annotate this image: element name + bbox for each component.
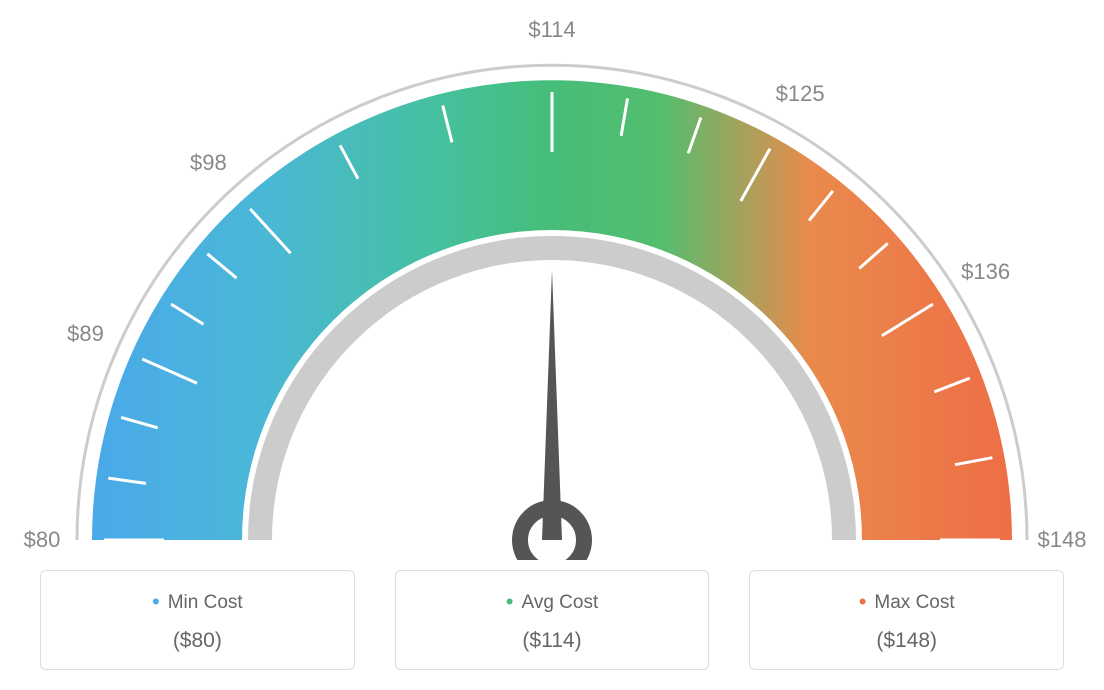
legend-card-max: Max Cost ($148): [749, 570, 1064, 670]
legend-row: Min Cost ($80) Avg Cost ($114) Max Cost …: [0, 570, 1104, 670]
legend-max-value: ($148): [760, 629, 1053, 653]
gauge-tick-label: $136: [961, 259, 1010, 285]
gauge-tick-label: $125: [776, 81, 825, 107]
gauge-svg: [0, 0, 1104, 560]
gauge-tick-label: $80: [24, 527, 61, 553]
legend-min-value: ($80): [51, 629, 344, 653]
legend-min-label: Min Cost: [51, 589, 344, 615]
legend-card-avg: Avg Cost ($114): [395, 570, 710, 670]
legend-card-min: Min Cost ($80): [40, 570, 355, 670]
gauge-tick-label: $89: [67, 321, 104, 347]
legend-avg-label: Avg Cost: [406, 589, 699, 615]
legend-avg-value: ($114): [406, 629, 699, 653]
legend-max-label: Max Cost: [760, 589, 1053, 615]
gauge-tick-label: $148: [1038, 527, 1087, 553]
gauge-chart: $80 $89 $98 $114 $125 $136 $148: [0, 0, 1104, 560]
gauge-tick-label: $98: [190, 150, 227, 176]
gauge-tick-label: $114: [528, 17, 575, 43]
